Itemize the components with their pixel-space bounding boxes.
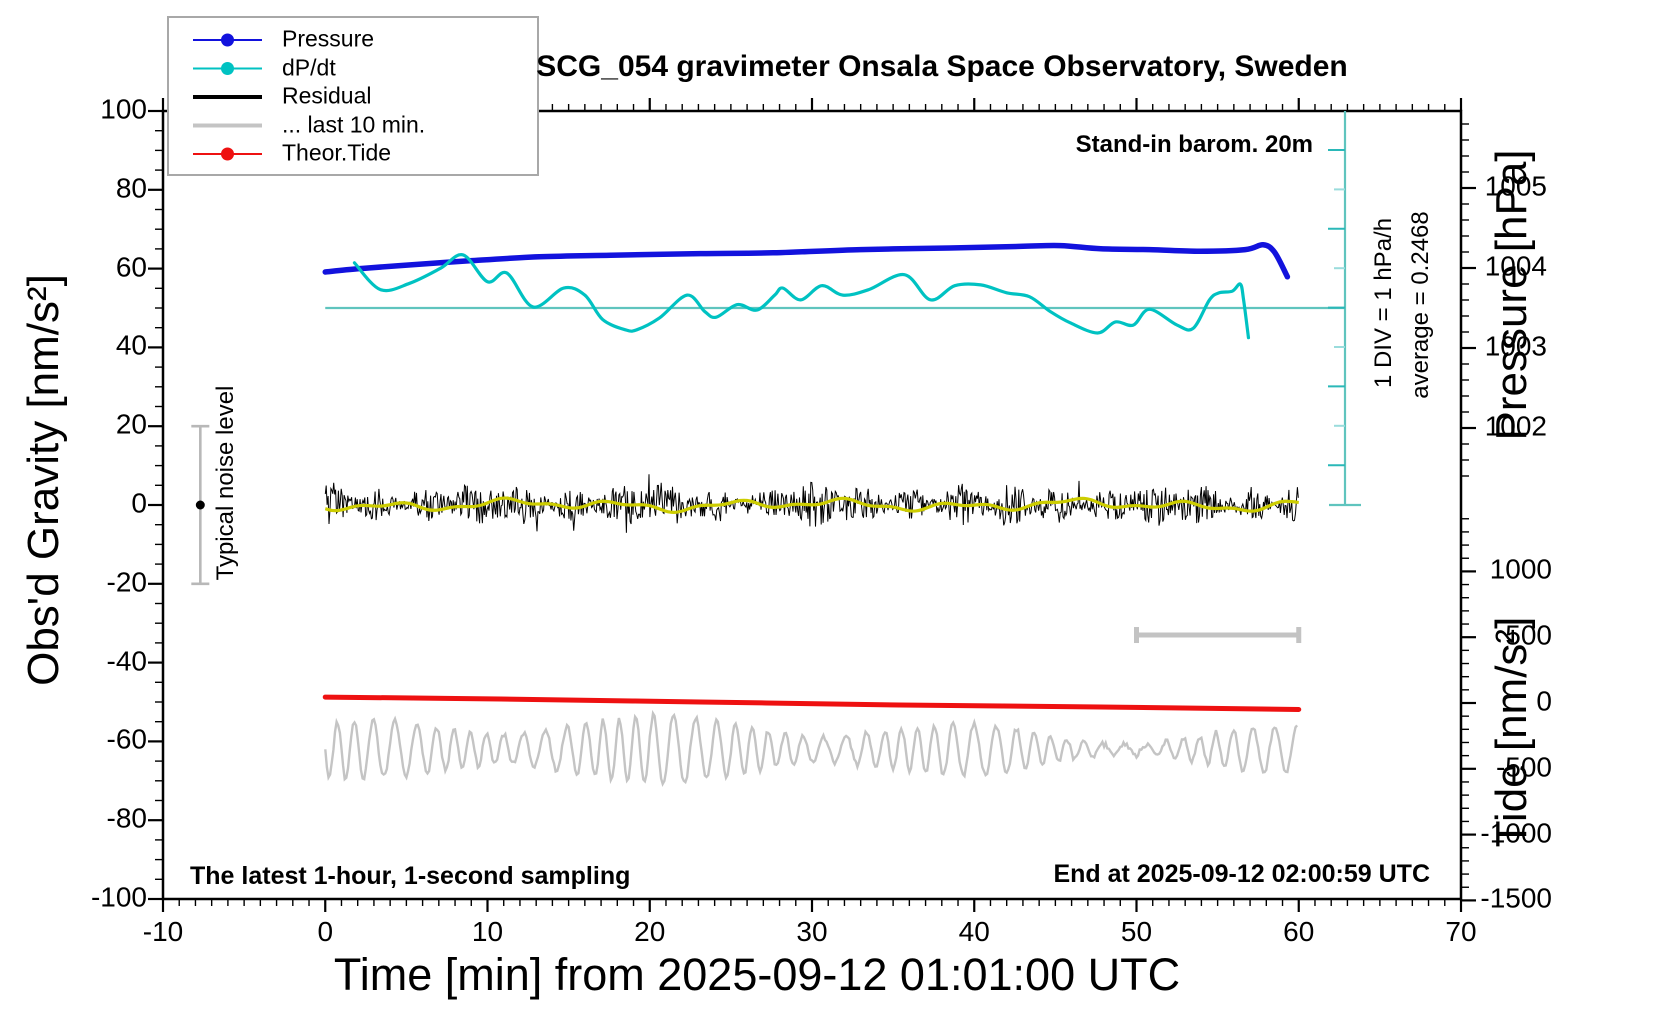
gravity-tick-label: -100 [90,881,147,913]
pressure-tick-label: 1004 [1484,250,1547,282]
legend-item-label: Theor.Tide [282,139,392,166]
legend-sample-dot [221,33,234,47]
pressure-tick-label: 1002 [1484,410,1547,442]
x-tick-label: 40 [958,916,990,947]
gravity-tick-label: 40 [115,330,147,362]
x-tick-label: 10 [471,916,504,947]
dpdt-curve [352,253,1251,340]
x-tick-label: 50 [1120,916,1153,947]
residual-smoothed-curve [324,496,1299,514]
gravity-tick-label: -80 [106,802,147,834]
tide-tick-label: 500 [1505,619,1552,651]
tide-tick-label: -500 [1495,751,1552,783]
pressure-tick-label: 1003 [1484,330,1547,362]
chart-title: SCG_054 gravimeter Onsala Space Observat… [536,50,1348,83]
tide-tick-label: -1500 [1480,883,1552,915]
x-tick-label: 30 [796,916,828,947]
x-tick-label: 60 [1283,916,1315,947]
x-tick-label: 20 [634,916,666,947]
legend-item-label: Residual [282,82,372,109]
legend-item-label: Pressure [282,25,375,52]
noise-bar-center-dot [195,500,205,510]
x-tick-label: 0 [317,916,334,947]
stand-in-barometer-note: Stand-in barom. 20m [1075,131,1313,158]
div-scale-note: 1 DIV = 1 hPa/h [1370,217,1397,389]
gravity-tick-label: 20 [115,408,147,440]
gravity-tick-label: 80 [115,172,147,204]
gravity-tick-label: -60 [106,724,147,756]
gravity-tick-label: 60 [115,251,147,283]
tide-tick-label: 0 [1536,685,1552,717]
legend-sample-dot [221,147,234,161]
tide-tick-label: -1000 [1480,817,1552,849]
typical-noise-level-label: Typical noise level [212,385,239,581]
gravity-tick-label: 100 [100,93,147,125]
legend-item-label: dP/dt [282,53,336,80]
legend-sample-dot [221,62,234,75]
gravity-tick-label: -20 [106,566,147,598]
x-axis-title: Time [min] from 2025-09-12 01:01:00 UTC [333,949,1181,1000]
pressure-tick-label: 1005 [1484,170,1547,202]
theor-tide-curve [322,694,1302,712]
gravity-axis-title: Obs'd Gravity [nm/s²] [19,274,68,686]
end-time-note: End at 2025-09-12 02:00:59 UTC [1053,860,1430,888]
sampling-note: The latest 1-hour, 1-second sampling [190,862,631,890]
gravity-tick-label: -40 [106,645,147,677]
x-tick-label: 70 [1445,916,1477,947]
residual-last10-curve [324,709,1299,788]
gravity-tick-label: 0 [131,487,147,519]
tide-tick-label: 1000 [1489,554,1552,586]
x-tick-label: -10 [142,916,184,947]
average-note: average = 0.2468 [1407,211,1434,399]
legend-item-label: ... last 10 min. [282,110,426,137]
